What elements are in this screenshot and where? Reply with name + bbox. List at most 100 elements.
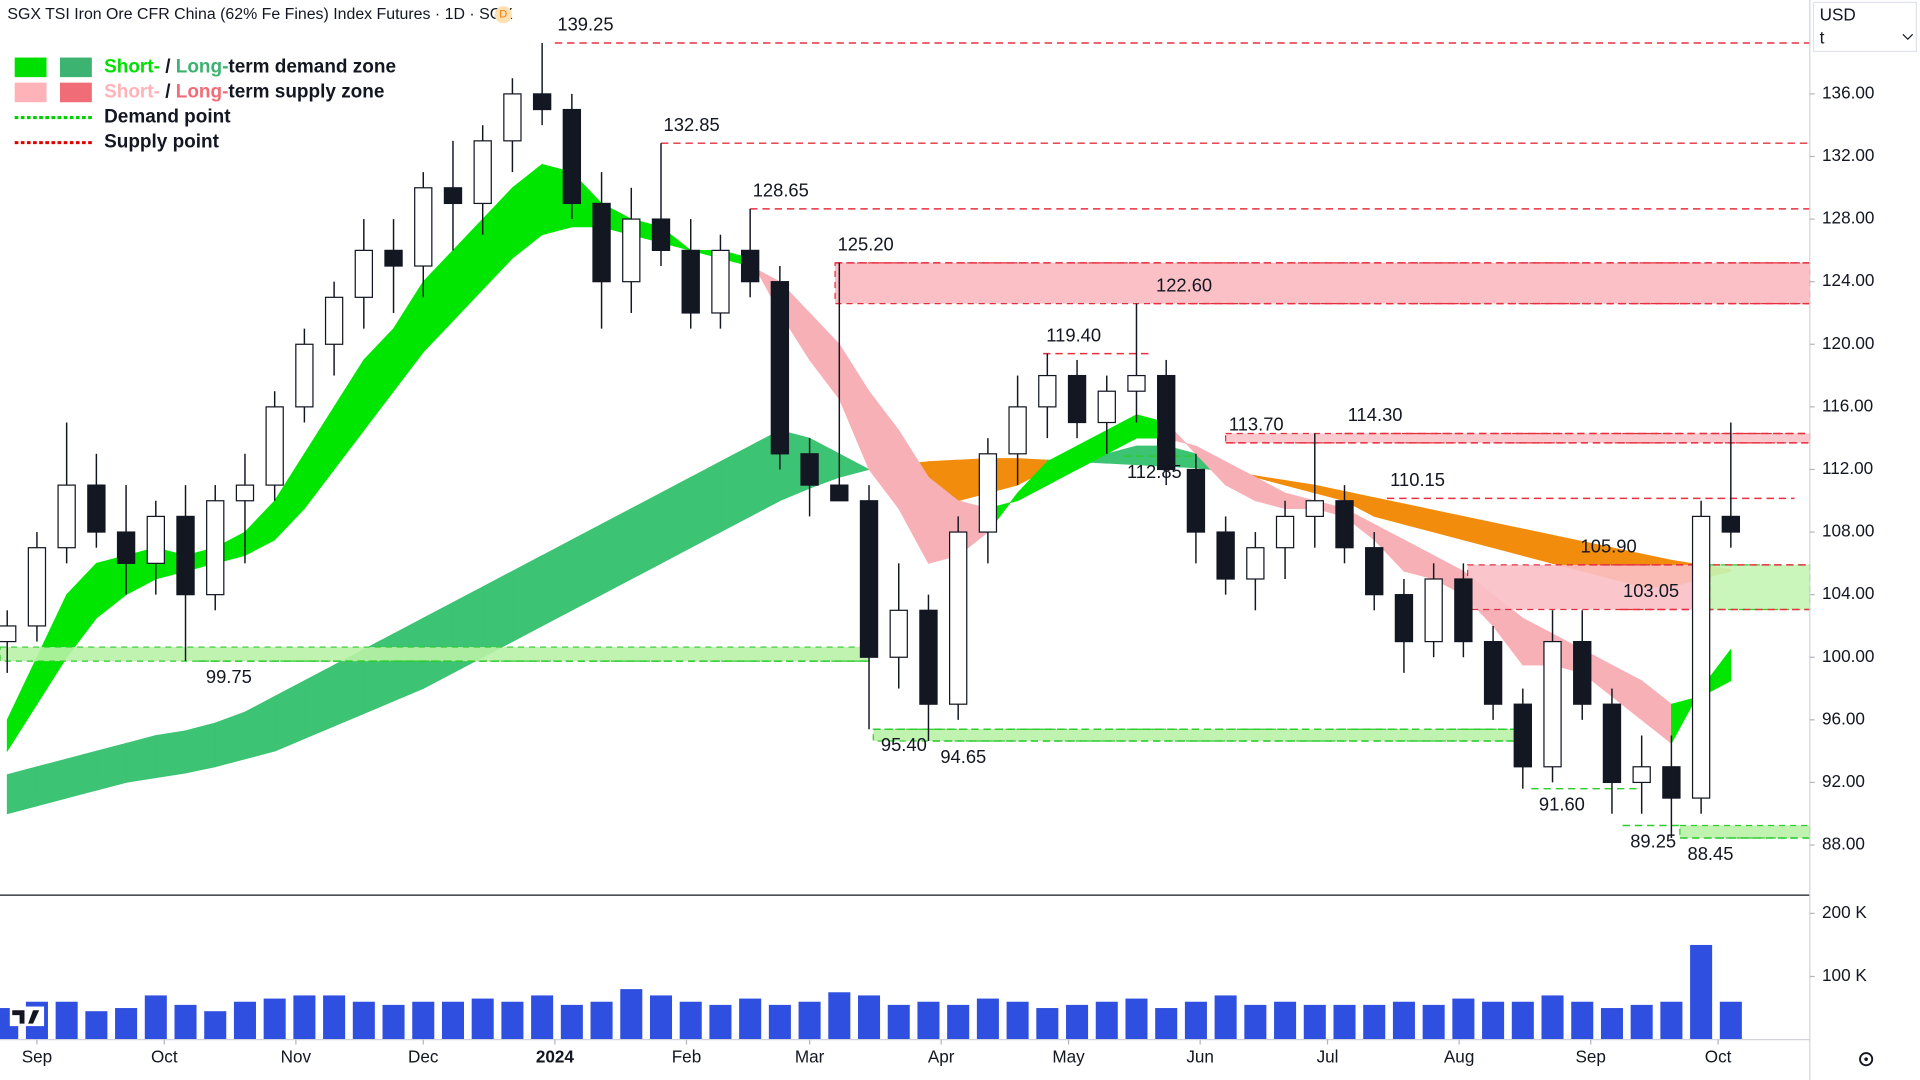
- candle-body: [740, 249, 760, 283]
- volume-bar: [1541, 995, 1564, 1040]
- volume-bar: [620, 989, 643, 1040]
- candle-body: [87, 484, 106, 533]
- candle-body: [324, 296, 344, 345]
- legend-part: term demand zone: [228, 56, 396, 77]
- zone: [0, 646, 870, 662]
- ma-band: [720, 445, 751, 533]
- ma-band: [660, 476, 692, 564]
- zone: [1708, 564, 1811, 611]
- candle-body: [1543, 640, 1562, 768]
- volume-bar: [739, 998, 762, 1040]
- volume-bar: [709, 1004, 732, 1040]
- level-label: 125.20: [838, 234, 894, 255]
- candle-body: [235, 484, 255, 502]
- volume-bar: [263, 998, 286, 1040]
- candle-body: [1365, 547, 1384, 596]
- candle-body: [1691, 515, 1711, 799]
- legend-label: Short- / Long-term demand zone: [104, 56, 396, 77]
- legend-part: Short-: [104, 56, 160, 77]
- y-tick-label: 96.00: [1822, 708, 1865, 728]
- level-label: 112.85: [1127, 461, 1182, 482]
- candle-body: [622, 218, 641, 283]
- candle-body: [146, 515, 165, 564]
- candle-body: [889, 609, 908, 658]
- volume-bar: [1452, 998, 1475, 1040]
- volume-bar: [1511, 1001, 1534, 1040]
- x-tick-label: Sep: [1575, 1046, 1605, 1066]
- legend-part: Long-: [176, 81, 229, 102]
- candle-body: [919, 609, 938, 705]
- y-tick-label: 116.00: [1822, 395, 1873, 415]
- candle-body: [1216, 531, 1235, 580]
- candle-body: [295, 343, 314, 408]
- volume-bar: [1125, 998, 1148, 1040]
- y-tick-label: 136.00: [1822, 82, 1874, 102]
- volume-bar: [323, 995, 346, 1040]
- volume-bar: [828, 992, 851, 1040]
- volume-bar: [1274, 1001, 1297, 1040]
- volume-bar: [1066, 1004, 1089, 1040]
- x-tick-label: 2024: [536, 1046, 575, 1066]
- level-label: 132.85: [664, 114, 720, 135]
- badge: D: [499, 9, 507, 21]
- volume-bar: [382, 1004, 405, 1040]
- candle-body: [770, 281, 790, 455]
- candle-body: [265, 406, 284, 486]
- legend-label: Supply point: [104, 132, 220, 153]
- candle-body: [1335, 500, 1354, 549]
- x-tick-label: Nov: [281, 1046, 312, 1066]
- candle-body: [1394, 594, 1414, 643]
- candle-body: [206, 500, 225, 596]
- zone: [1225, 432, 1811, 444]
- candle-body: [1602, 703, 1622, 784]
- level-label: 119.40: [1046, 324, 1101, 345]
- legend-part: Supply point: [104, 132, 220, 153]
- zones: [0, 262, 1811, 839]
- candle-body: [176, 515, 195, 596]
- currency-box[interactable]: [1812, 1, 1917, 53]
- y-tick-label: 120.00: [1822, 333, 1874, 353]
- legend-swatch: [60, 82, 92, 103]
- volume-bar: [679, 1001, 702, 1040]
- volume-bar: [441, 1001, 465, 1040]
- volume-bar: [887, 1004, 910, 1040]
- volume-bar: [1006, 1001, 1029, 1040]
- volume-bar: [174, 1004, 197, 1040]
- badge-bg: [494, 6, 512, 24]
- volume-bar: [1303, 1004, 1326, 1040]
- candle-body: [354, 249, 374, 298]
- volume-bar: [1660, 1001, 1683, 1040]
- candle-body: [443, 187, 463, 205]
- volume-bar: [233, 1001, 256, 1040]
- level-label: 114.30: [1348, 404, 1403, 425]
- x-tick-label: Apr: [928, 1046, 955, 1066]
- settings-icon[interactable]: [1859, 1052, 1874, 1067]
- candle-body: [830, 484, 849, 502]
- level-label: 89.25: [1630, 830, 1676, 851]
- ma-band: [512, 554, 543, 643]
- volume-bar: [204, 1011, 227, 1040]
- candle-body: [1632, 766, 1651, 784]
- x-tick-label: Dec: [408, 1046, 439, 1066]
- candle-body: [1454, 578, 1473, 643]
- volume-bar: [1214, 995, 1237, 1040]
- zone: [834, 262, 1811, 305]
- y-tick-label: 104.00: [1822, 583, 1874, 603]
- x-tick-label: May: [1052, 1046, 1085, 1066]
- candle-body: [384, 249, 403, 267]
- legend-part: /: [160, 56, 176, 77]
- candle-body: [1246, 547, 1265, 580]
- x-tick-label: Oct: [1705, 1046, 1732, 1066]
- volume-bar: [55, 1001, 78, 1040]
- candle-body: [414, 187, 433, 267]
- volume-bar: [1036, 1008, 1059, 1040]
- legend-part: Long-: [176, 56, 229, 77]
- candle-body: [651, 218, 671, 251]
- volume-bar: [947, 1004, 970, 1040]
- x-tick-label: Aug: [1444, 1046, 1474, 1066]
- y-tick-label: 124.00: [1822, 270, 1874, 290]
- y-tick-label: 128.00: [1822, 208, 1874, 228]
- x-tick-label: Sep: [22, 1046, 52, 1066]
- volume-bar: [115, 1008, 138, 1040]
